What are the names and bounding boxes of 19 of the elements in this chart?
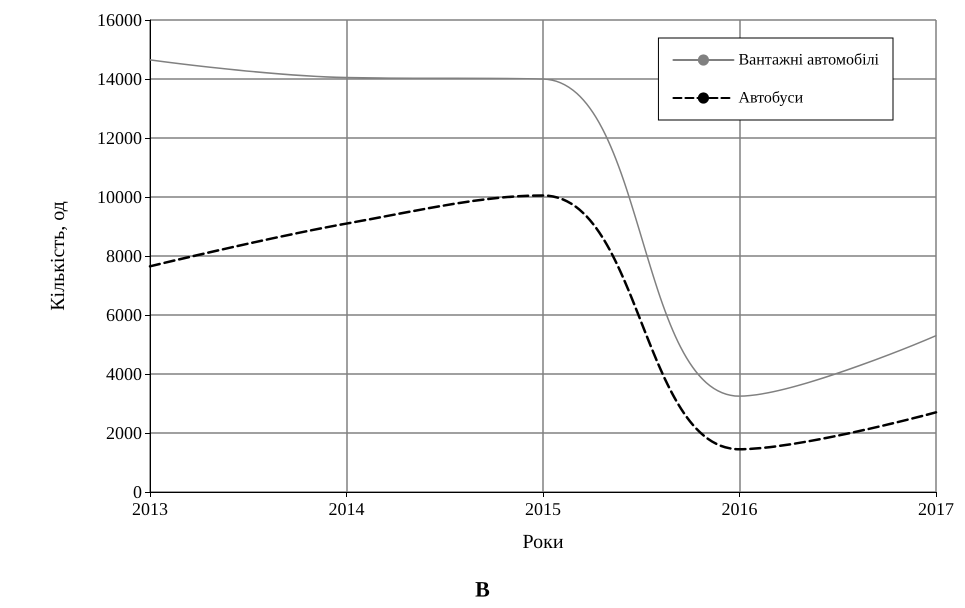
legend-label: Вантажні автомобілі [738, 52, 880, 68]
y-tick-label: 2000 [106, 423, 142, 443]
x-tick-label: 2014 [328, 499, 364, 519]
y-tick-label: 16000 [97, 10, 142, 30]
x-axis-title: Роки [522, 531, 564, 553]
y-tick-label: 4000 [106, 364, 142, 384]
legend-label: Автобуси [738, 90, 804, 106]
y-tick-label: 6000 [106, 305, 142, 325]
y-tick-label: 10000 [97, 187, 142, 207]
x-tick-label: 2013 [132, 499, 168, 519]
y-tick-label: 12000 [97, 128, 142, 148]
text: В [475, 576, 490, 602]
y-axis-title: Кількість, од [47, 201, 69, 311]
y-tick-label: 14000 [97, 69, 142, 89]
y-tick-label: 8000 [106, 246, 142, 266]
x-tick-label: 2015 [525, 499, 561, 519]
y-tick-label: 0 [133, 482, 142, 502]
x-tick-label: 2017 [918, 499, 954, 519]
x-tick-label: 2016 [722, 499, 758, 519]
